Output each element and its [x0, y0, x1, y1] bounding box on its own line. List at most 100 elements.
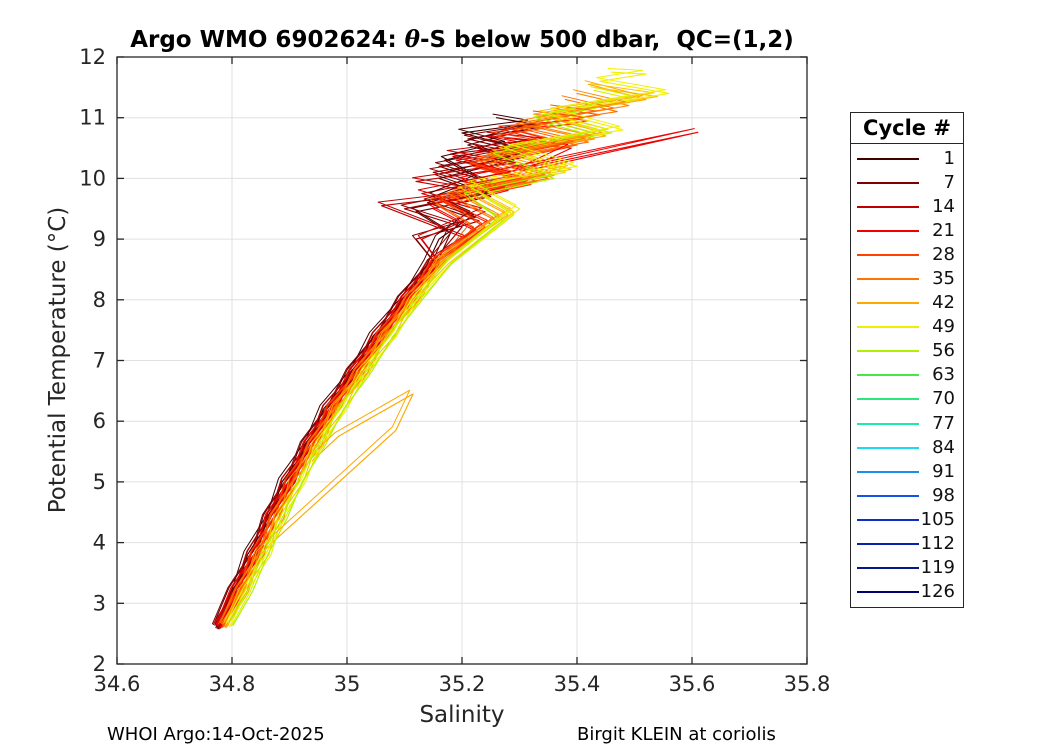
- legend-entry-label: 105: [920, 508, 955, 530]
- legend-entry-label: 7: [943, 172, 955, 194]
- profile-line-cycle-31: [219, 104, 597, 623]
- y-tick-label: 8: [93, 288, 106, 312]
- profile-line-cycle-38: [224, 92, 630, 628]
- legend-line-sample: [857, 278, 919, 281]
- legend-entry-label: 98: [932, 484, 955, 506]
- legend-line-sample: [857, 446, 919, 449]
- legend-entry: 91: [851, 460, 963, 482]
- profile-line-cycle-24: [218, 119, 574, 624]
- profile-line-cycle-56: [232, 105, 607, 626]
- legend: Cycle # 1 7 14 21 28 35 42 49 56 63 70 77 84 91 98 105 1…: [850, 112, 964, 608]
- profile-line-cycle-35: [223, 98, 618, 627]
- y-tick-label: 5: [93, 470, 106, 494]
- profile-line-cycle-28: [221, 114, 590, 629]
- legend-entry: 126: [851, 580, 963, 602]
- profile-line-cycle-52: [227, 86, 632, 623]
- legend-entry-label: 77: [932, 412, 955, 434]
- legend-line-sample: [857, 254, 919, 257]
- legend-entry: 7: [851, 174, 963, 192]
- profile-line-cycle-35: [220, 95, 615, 624]
- profile-line-cycle-52: [230, 89, 636, 627]
- plot-title-theta-symbol: θ: [404, 26, 421, 53]
- profile-line-cycle-45: [227, 86, 659, 627]
- legend-line-sample: [857, 374, 919, 377]
- profile-line-cycle-49: [225, 68, 667, 624]
- legend-entry-label: 119: [920, 556, 955, 578]
- legend-entry: 56: [851, 342, 963, 360]
- legend-entry-label: 49: [932, 316, 955, 338]
- y-axis-label: Potential Temperature (°C): [45, 206, 71, 514]
- legend-entry: 70: [851, 390, 963, 408]
- legend-entry-label: 63: [932, 364, 955, 386]
- y-tick-label: 2: [93, 652, 106, 676]
- legend-entry-label: 84: [932, 436, 955, 458]
- legend-entry: 63: [851, 366, 963, 384]
- legend-entry: 98: [851, 484, 963, 506]
- legend-line-sample: [857, 542, 919, 545]
- legend-entry-label: 14: [932, 196, 955, 218]
- x-axis-label: Salinity: [419, 702, 505, 728]
- plot-title: Argo WMO 6902624: θ-S below 500 dbar, QC…: [117, 26, 807, 53]
- y-tick-label: 3: [93, 591, 106, 615]
- x-tick-label: 35.2: [439, 672, 486, 696]
- x-tick-label: 35.6: [669, 672, 716, 696]
- y-tick-label: 11: [79, 106, 106, 130]
- legend-entry: 112: [851, 532, 963, 554]
- profile-line-cycle-31: [222, 108, 601, 627]
- legend-line-sample: [857, 518, 919, 521]
- legend-entry: 28: [851, 246, 963, 264]
- legend-line-sample: [857, 206, 919, 209]
- y-tick-label: 12: [79, 45, 106, 69]
- legend-title: Cycle #: [851, 113, 963, 144]
- profile-line-cycle-7: [211, 122, 540, 625]
- profile-line-cycle-38: [221, 89, 626, 624]
- x-tick-label: 35.8: [784, 672, 831, 696]
- legend-entry-label: 56: [932, 340, 955, 362]
- legend-entry: 21: [851, 222, 963, 240]
- legend-entries: 1 7 14 21 28 35 42 49 56 63 70 77 84 91 98 105 112 119 126: [851, 144, 963, 607]
- annotation-author: Birgit KLEIN at coriolis: [577, 724, 776, 745]
- y-tick-label: 10: [79, 166, 106, 190]
- x-tick-label: 34.8: [209, 672, 256, 696]
- y-tick-label: 4: [93, 531, 106, 555]
- plot-title-suffix: -S below 500 dbar, QC=(1,2): [420, 27, 794, 53]
- x-tick-label: 35.4: [554, 672, 601, 696]
- legend-entry-label: 1: [943, 148, 955, 170]
- legend-entry: 1: [851, 150, 963, 168]
- legend-line-sample: [857, 590, 919, 593]
- legend-entry-label: 112: [920, 532, 955, 554]
- plot-title-prefix: Argo WMO 6902624:: [130, 27, 405, 53]
- legend-entry: 35: [851, 270, 963, 288]
- legend-line-sample: [857, 326, 919, 329]
- legend-entry: 105: [851, 508, 963, 530]
- legend-entry-label: 91: [932, 460, 955, 482]
- y-tick-label: 7: [93, 349, 106, 373]
- legend-entry-label: 126: [920, 580, 955, 602]
- y-tick-label: 9: [93, 227, 106, 251]
- legend-entry: 42: [851, 294, 963, 312]
- legend-line-sample: [857, 158, 919, 161]
- legend-line-sample: [857, 566, 919, 569]
- legend-line-sample: [857, 398, 919, 401]
- legend-line-sample: [857, 182, 919, 185]
- legend-entry: 49: [851, 318, 963, 336]
- profile-line-cycle-56: [229, 101, 603, 622]
- legend-entry: 119: [851, 556, 963, 578]
- legend-line-sample: [857, 302, 919, 305]
- legend-line-sample: [857, 494, 919, 497]
- profile-line-cycle-49: [229, 71, 670, 627]
- legend-entry-label: 70: [932, 388, 955, 410]
- legend-entry: 77: [851, 412, 963, 434]
- legend-line-sample: [857, 350, 919, 353]
- annotation-whoi-argo-date: WHOI Argo:14-Oct-2025: [107, 724, 325, 745]
- legend-line-sample: [857, 230, 919, 233]
- legend-entry-label: 28: [932, 244, 955, 266]
- x-tick-label: 35: [334, 672, 361, 696]
- profile-line-cycle-21: [215, 128, 695, 626]
- legend-entry-label: 35: [932, 268, 955, 290]
- legend-entry: 14: [851, 198, 963, 216]
- profile-line-cycle-42: [225, 83, 647, 629]
- legend-line-sample: [857, 470, 919, 473]
- legend-entry-label: 21: [932, 220, 955, 242]
